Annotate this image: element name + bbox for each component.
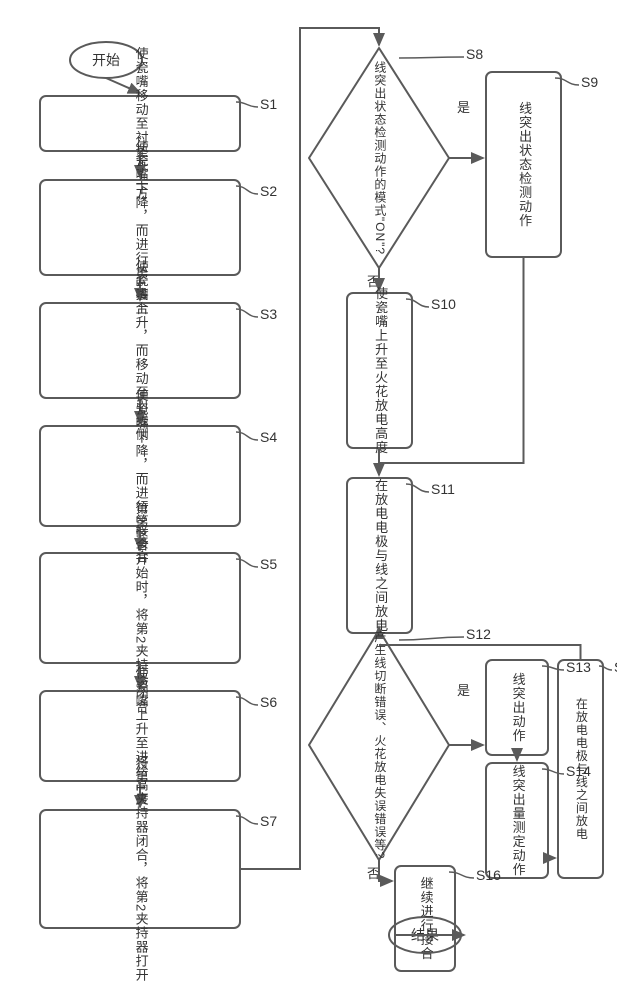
svg-text:S14: S14: [566, 763, 591, 779]
svg-text:线突出状态检测动作: 线突出状态检测动作: [517, 102, 532, 228]
svg-text:S8: S8: [466, 46, 483, 62]
svg-text:将第1夹持器闭合，将第2夹持器打开: 将第1夹持器闭合，将第2夹持器打开: [134, 756, 149, 982]
svg-text:S2: S2: [260, 183, 277, 199]
svg-text:线突出状态检测动作的模式"ON"?: 线突出状态检测动作的模式"ON"?: [373, 60, 387, 255]
svg-text:线突出动作: 线突出动作: [511, 673, 526, 743]
svg-text:线突出量测定动作: 线突出量测定动作: [511, 765, 526, 877]
svg-text:S9: S9: [581, 74, 598, 90]
svg-text:S16: S16: [476, 867, 501, 883]
svg-text:S13: S13: [566, 659, 591, 675]
svg-text:S6: S6: [260, 694, 277, 710]
svg-text:产生线切断错误、火花放电失误错误等?: 产生线切断错误、火花放电失误错误等?: [373, 630, 387, 859]
svg-text:开始: 开始: [92, 52, 120, 68]
svg-text:S12: S12: [466, 626, 491, 642]
svg-text:是: 是: [457, 100, 470, 115]
svg-text:是: 是: [457, 683, 470, 698]
svg-text:使瓷嘴上升至火花放电高度: 使瓷嘴上升至火花放电高度: [373, 286, 388, 455]
svg-text:S5: S5: [260, 556, 277, 572]
svg-text:S3: S3: [260, 306, 277, 322]
svg-text:S7: S7: [260, 813, 277, 829]
svg-text:在放电电极与线之间放电: 在放电电极与线之间放电: [373, 479, 388, 633]
svg-text:S10: S10: [431, 296, 456, 312]
svg-text:S1: S1: [260, 96, 277, 112]
svg-text:继续进行接合: 继续进行接合: [419, 877, 434, 961]
svg-text:S11: S11: [431, 481, 455, 497]
svg-text:S4: S4: [260, 429, 277, 445]
